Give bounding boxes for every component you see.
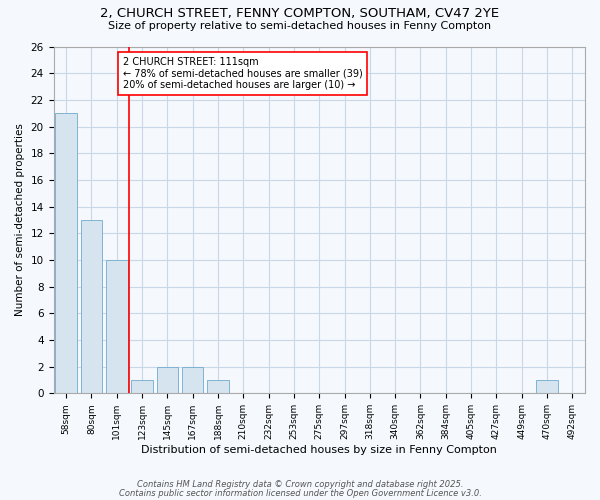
Y-axis label: Number of semi-detached properties: Number of semi-detached properties [15,124,25,316]
Bar [536,380,558,394]
Text: 2 CHURCH STREET: 111sqm
← 78% of semi-detached houses are smaller (39)
20% of se: 2 CHURCH STREET: 111sqm ← 78% of semi-de… [122,57,362,90]
Bar [131,380,153,394]
Text: 2, CHURCH STREET, FENNY COMPTON, SOUTHAM, CV47 2YE: 2, CHURCH STREET, FENNY COMPTON, SOUTHAM… [100,8,500,20]
Text: Contains public sector information licensed under the Open Government Licence v3: Contains public sector information licen… [119,488,481,498]
X-axis label: Distribution of semi-detached houses by size in Fenny Compton: Distribution of semi-detached houses by … [142,445,497,455]
Bar [207,380,229,394]
Bar [55,113,77,394]
Text: Contains HM Land Registry data © Crown copyright and database right 2025.: Contains HM Land Registry data © Crown c… [137,480,463,489]
Bar [157,366,178,394]
Bar [182,366,203,394]
Bar [106,260,128,394]
Bar [81,220,102,394]
Text: Size of property relative to semi-detached houses in Fenny Compton: Size of property relative to semi-detach… [109,21,491,31]
